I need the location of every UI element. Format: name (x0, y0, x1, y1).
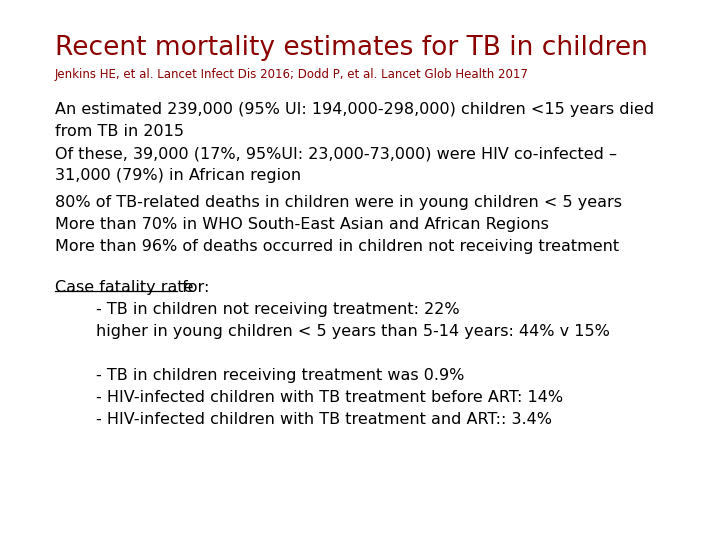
Text: 31,000 (79%) in African region: 31,000 (79%) in African region (55, 168, 301, 183)
Text: An estimated 239,000 (95% UI: 194,000-298,000) children <15 years died: An estimated 239,000 (95% UI: 194,000-29… (55, 102, 654, 117)
Text: More than 96% of deaths occurred in children not receiving treatment: More than 96% of deaths occurred in chil… (55, 239, 619, 254)
Text: from TB in 2015: from TB in 2015 (55, 124, 184, 139)
Text: - TB in children receiving treatment was 0.9%: - TB in children receiving treatment was… (55, 368, 464, 383)
Text: Of these, 39,000 (17%, 95%UI: 23,000-73,000) were HIV co-infected –: Of these, 39,000 (17%, 95%UI: 23,000-73,… (55, 146, 617, 161)
Text: More than 70% in WHO South-East Asian and African Regions: More than 70% in WHO South-East Asian an… (55, 217, 549, 232)
Text: 80% of TB-related deaths in children were in young children < 5 years: 80% of TB-related deaths in children wer… (55, 195, 622, 210)
Text: Recent mortality estimates for TB in children: Recent mortality estimates for TB in chi… (55, 35, 648, 61)
Text: Jenkins HE, et al. Lancet Infect Dis 2016; Dodd P, et al. Lancet Glob Health 201: Jenkins HE, et al. Lancet Infect Dis 201… (55, 68, 529, 81)
Text: higher in young children < 5 years than 5-14 years: 44% v 15%: higher in young children < 5 years than … (55, 324, 610, 339)
Text: - TB in children not receiving treatment: 22%: - TB in children not receiving treatment… (55, 302, 459, 317)
Text: for:: for: (177, 280, 210, 295)
Text: - HIV-infected children with TB treatment before ART: 14%: - HIV-infected children with TB treatmen… (55, 390, 563, 405)
Text: Case fatality rate: Case fatality rate (55, 280, 194, 295)
Text: - HIV-infected children with TB treatment and ART:: 3.4%: - HIV-infected children with TB treatmen… (55, 412, 552, 427)
